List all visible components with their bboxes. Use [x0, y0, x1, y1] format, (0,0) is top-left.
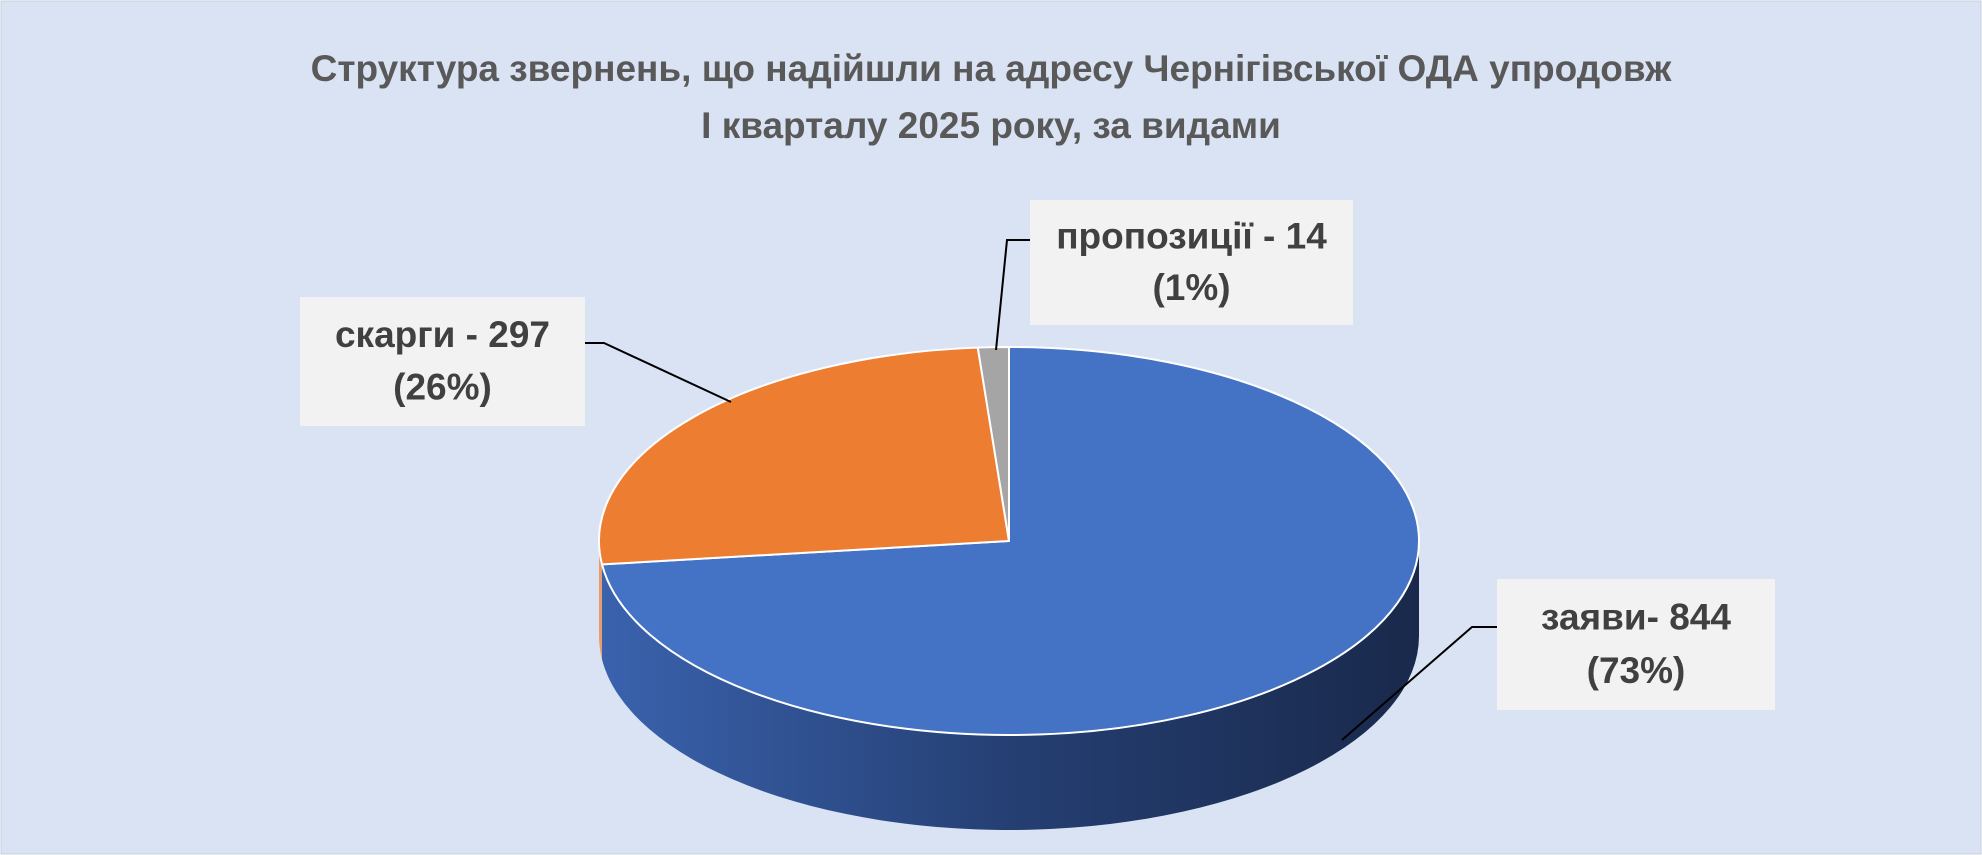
data-label: пропозиції - 14 [1056, 216, 1327, 257]
chart-title: Структура звернень, що надійшли на адрес… [311, 48, 1672, 89]
slice-side [599, 541, 602, 660]
data-label: (1%) [1152, 267, 1230, 308]
label-box [300, 297, 585, 426]
slice [598, 346, 1010, 566]
data-label: заяви- 844 [1541, 596, 1731, 637]
leader-line [995, 239, 1030, 351]
data-label: (73%) [1587, 650, 1686, 691]
leader-line [585, 342, 732, 403]
data-label: скарги - 297 [335, 314, 550, 355]
label-box [1497, 579, 1775, 710]
leader-line [1341, 626, 1497, 741]
chart-title: I кварталу 2025 року, за видами [701, 105, 1281, 146]
label-box [1030, 200, 1353, 325]
slice [601, 346, 1420, 736]
data-label: (26%) [393, 367, 492, 408]
slice [976, 346, 1010, 542]
slice-side [601, 541, 1419, 831]
